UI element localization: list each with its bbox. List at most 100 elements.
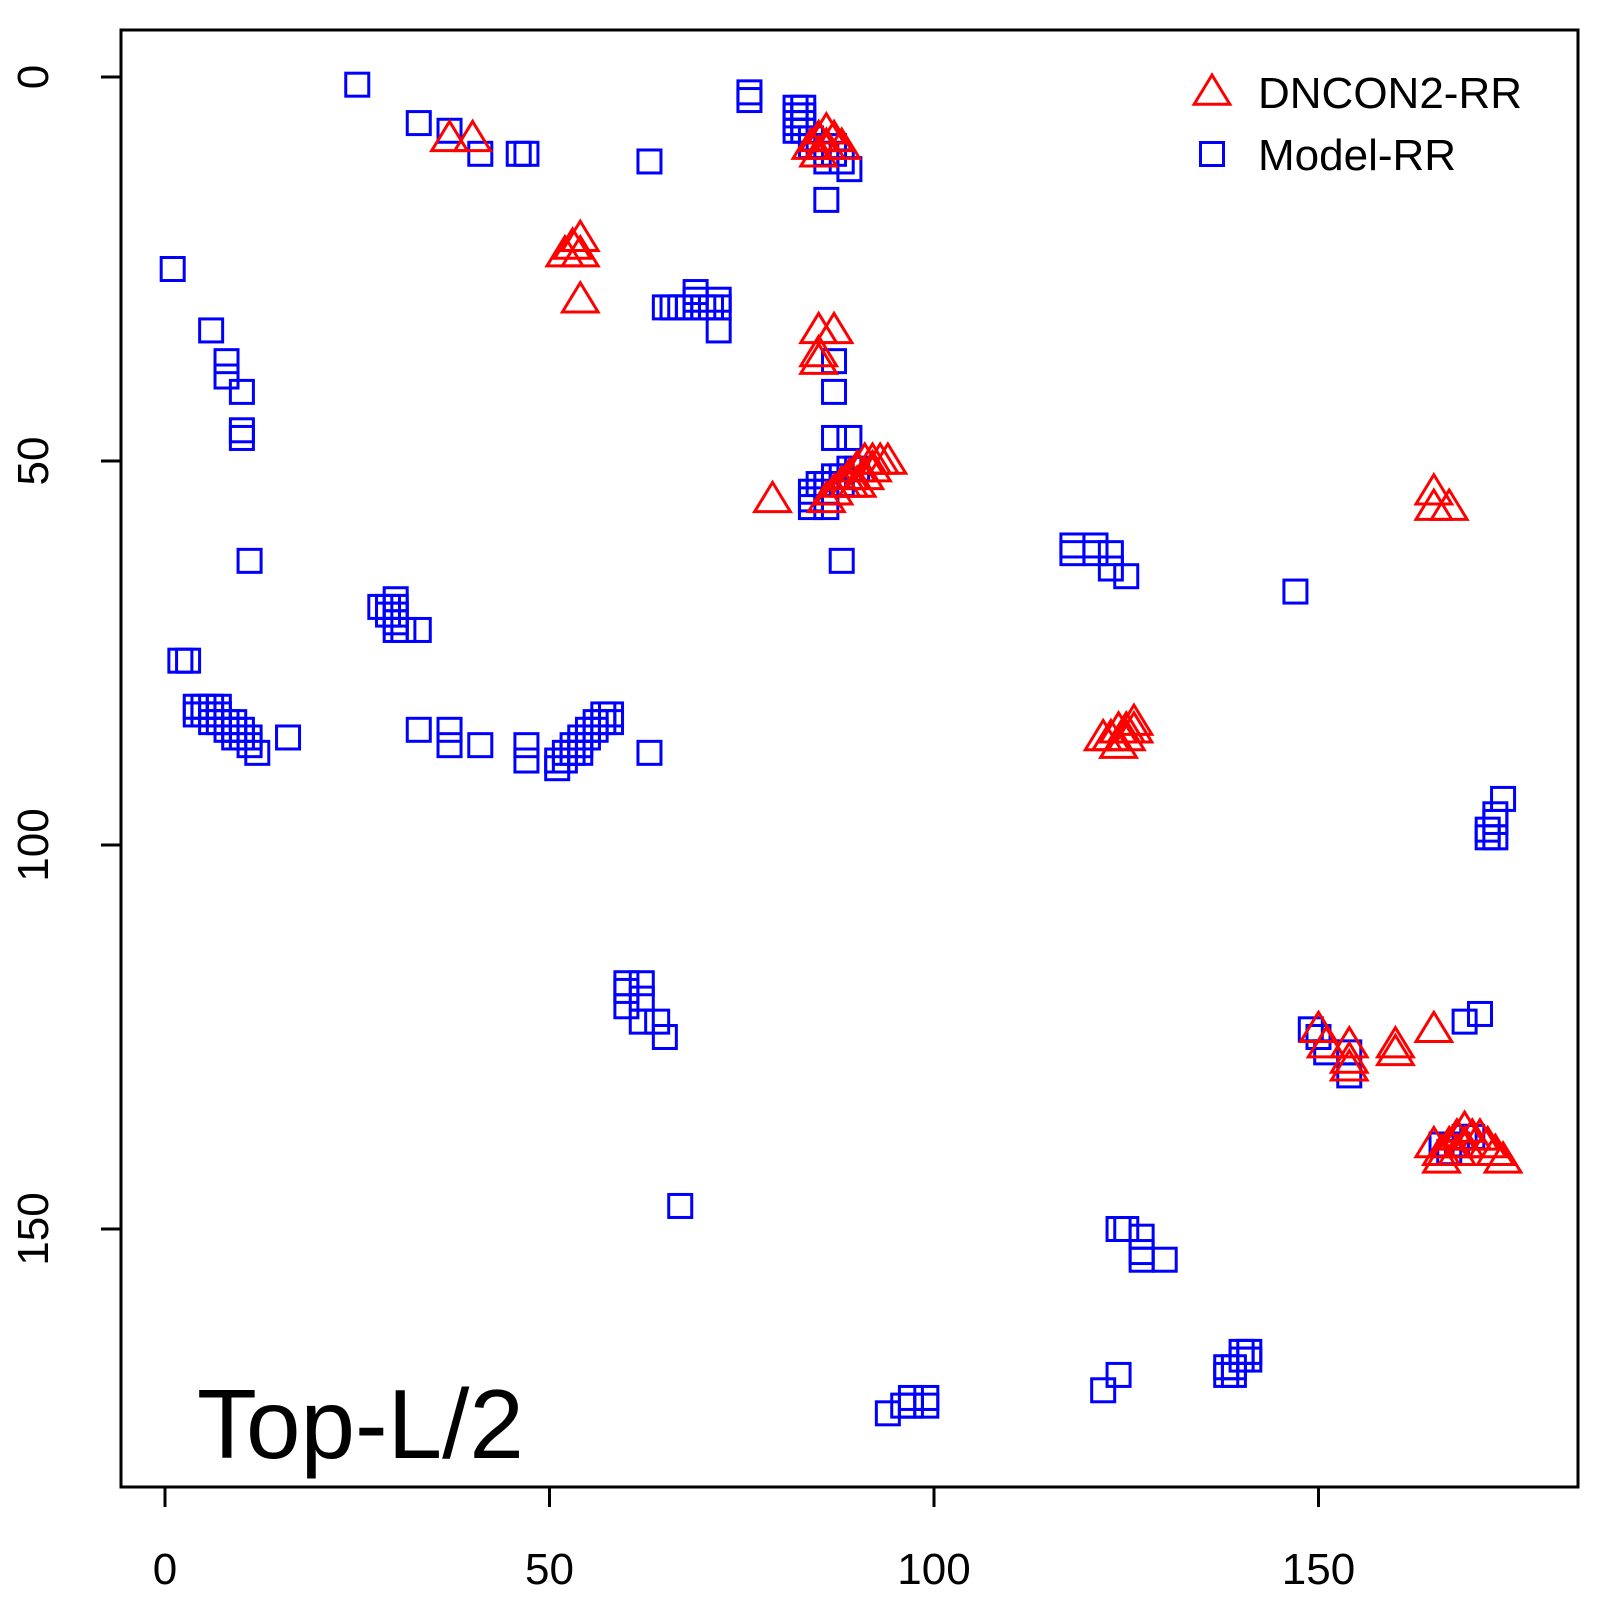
legend-square-icon	[1199, 141, 1225, 167]
square-point	[613, 993, 640, 1020]
square-point	[213, 348, 240, 375]
square-point	[813, 186, 840, 213]
square-point	[436, 732, 463, 759]
square-point	[213, 363, 240, 390]
series-model-rr	[159, 71, 1517, 1427]
square-point	[159, 256, 186, 282]
y-tick-label: 100	[9, 808, 58, 881]
square-point	[390, 616, 417, 643]
plot-annotation: Top-L/2	[197, 1369, 524, 1479]
square-point	[897, 1392, 924, 1419]
triangle-point	[1428, 487, 1470, 521]
triangle-point	[798, 341, 840, 375]
square-point	[1090, 1377, 1117, 1404]
square-point	[1113, 1216, 1140, 1242]
square-point	[705, 317, 732, 344]
triangle-point	[552, 226, 594, 260]
triangle-point	[1413, 1009, 1455, 1044]
triangle-point	[805, 110, 847, 145]
triangle-point	[821, 126, 863, 160]
square-point	[828, 547, 855, 574]
square-point	[1482, 824, 1509, 851]
square-point	[228, 378, 255, 405]
triangle-point	[559, 233, 601, 268]
x-tick-label: 150	[1282, 1545, 1355, 1594]
x-tick-label: 100	[897, 1545, 970, 1594]
square-point	[344, 71, 371, 98]
square-point	[513, 140, 540, 167]
legend-item-dncon2-rr: DNCON2-RR	[1191, 69, 1522, 118]
square-point	[467, 140, 494, 167]
square-point	[1466, 1000, 1493, 1027]
triangle-point	[1444, 1124, 1486, 1159]
square-point	[1105, 1361, 1132, 1388]
triangle-point	[1113, 702, 1155, 736]
triangle-point	[429, 118, 471, 153]
square-point	[628, 1008, 655, 1035]
square-point	[636, 739, 663, 766]
square-point	[405, 616, 432, 643]
square-point	[236, 732, 263, 759]
square-point	[736, 87, 763, 114]
square-point	[1097, 540, 1124, 567]
square-point	[236, 547, 263, 574]
triangle-point	[1474, 1132, 1516, 1166]
triangle-point	[452, 118, 494, 153]
triangle-point	[1374, 1024, 1416, 1059]
legend-triangle-icon	[1191, 72, 1233, 106]
square-point	[613, 977, 640, 1004]
triangle-point	[1113, 709, 1155, 744]
square-point	[667, 1192, 694, 1219]
square-point	[636, 148, 663, 175]
square-point	[244, 739, 271, 766]
square-point	[405, 716, 432, 743]
triangle-point	[1328, 1040, 1370, 1074]
square-point	[628, 970, 655, 997]
square-point	[1151, 1246, 1178, 1273]
legend-label: Model-RR	[1258, 131, 1456, 180]
triangle-point	[1444, 1109, 1486, 1143]
triangle-point	[559, 218, 601, 253]
square-point	[1482, 808, 1509, 835]
triangle-point	[559, 279, 601, 314]
square-point	[544, 755, 571, 782]
triangle-point	[798, 333, 840, 368]
square-point	[198, 317, 225, 344]
square-point	[405, 110, 432, 137]
square-point	[821, 424, 848, 451]
legend-label: DNCON2-RR	[1258, 69, 1522, 118]
square-point	[1097, 555, 1124, 582]
triangle-point	[813, 118, 855, 153]
y-tick-label: 0	[9, 65, 58, 89]
square-point	[644, 1008, 671, 1035]
square-point	[513, 747, 540, 774]
y-tick-label: 50	[9, 437, 58, 486]
square-point	[836, 424, 863, 451]
square-point	[1336, 1062, 1363, 1089]
square-point	[467, 732, 494, 759]
x-tick-label: 50	[525, 1545, 574, 1594]
square-point	[175, 647, 202, 674]
square-point	[582, 716, 609, 743]
square-point	[1282, 578, 1309, 605]
square-point	[1305, 1024, 1332, 1050]
triangle-point	[851, 448, 894, 483]
legend: DNCON2-RR Model-RR	[1191, 69, 1522, 180]
triangle-point	[867, 441, 909, 475]
triangle-point	[1374, 1032, 1416, 1067]
triangle-point	[1328, 1024, 1370, 1059]
triangle-point	[813, 310, 855, 345]
legend-item-model-rr: Model-RR	[1199, 131, 1456, 180]
series-dncon2-rr	[429, 110, 1524, 1174]
triangle-point	[1482, 1140, 1524, 1174]
square-point	[1082, 540, 1109, 567]
points-layer	[159, 71, 1524, 1427]
square-point	[513, 732, 540, 759]
square-point	[551, 747, 578, 774]
square-point	[821, 378, 848, 405]
triangle-point	[751, 479, 794, 514]
square-point	[1113, 563, 1140, 590]
square-point	[1236, 1346, 1263, 1373]
